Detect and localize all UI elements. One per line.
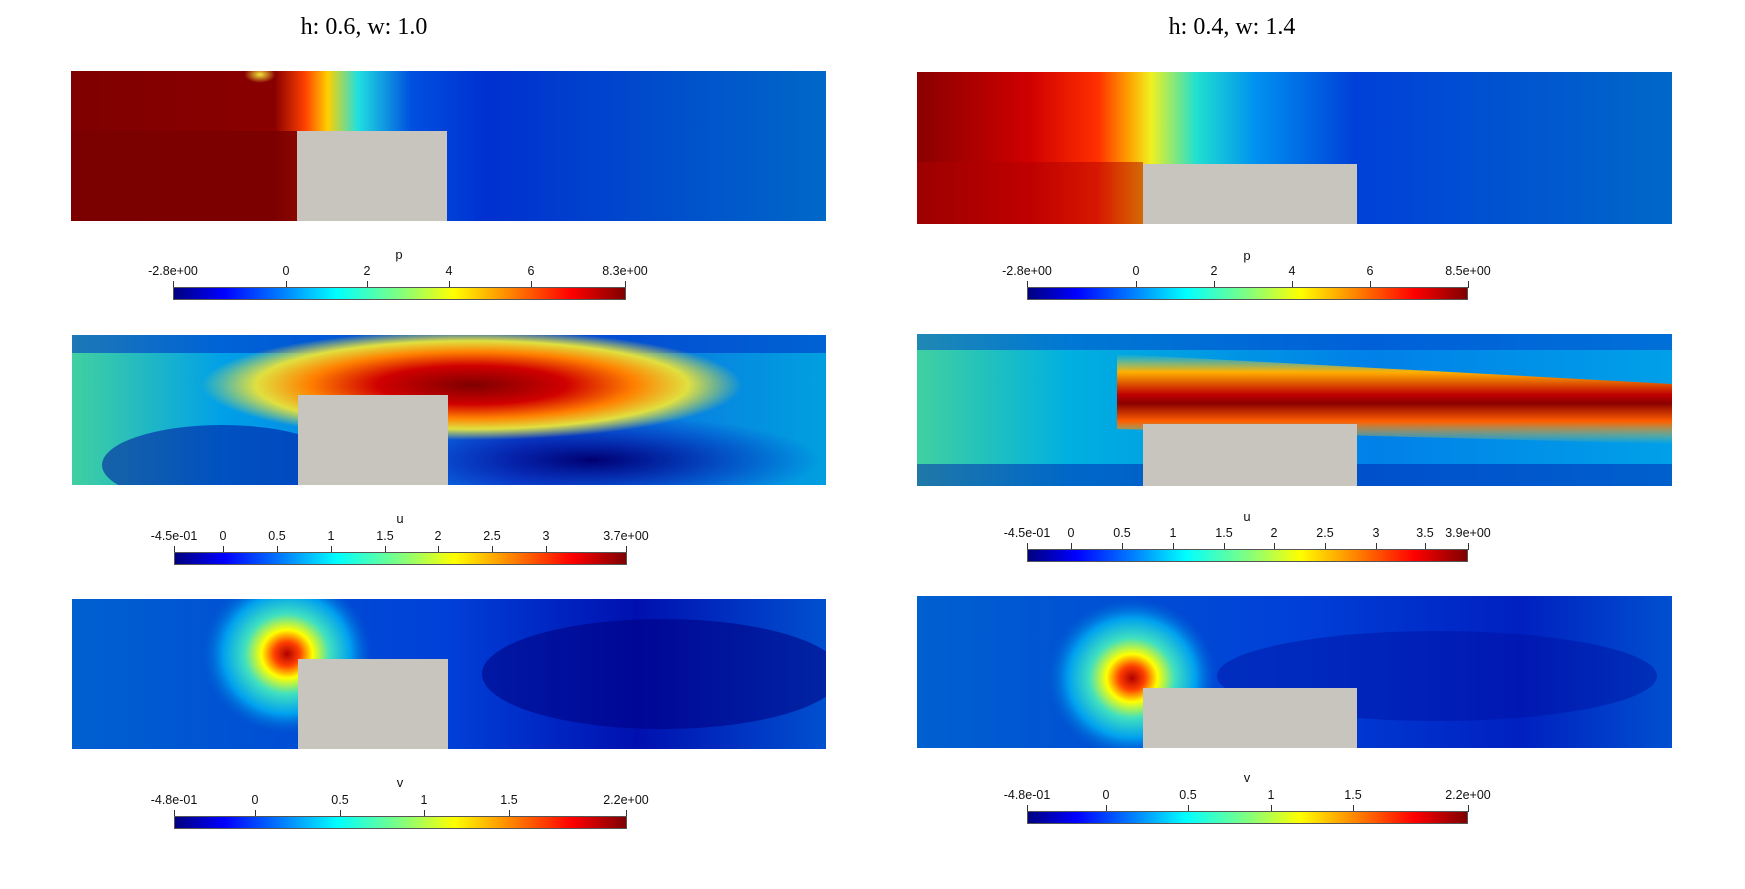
right-p-gradient-bar	[1027, 287, 1468, 300]
right-v-tick-3: 1	[1267, 788, 1275, 802]
right-p-tick-5: 8.5e+00	[1445, 264, 1491, 278]
left-u-var-label: u	[396, 511, 404, 526]
left-u-tick-6: 2.5	[483, 529, 501, 543]
right-u-tick-2: 0.5	[1113, 526, 1131, 540]
right-u-tick-4: 1.5	[1215, 526, 1233, 540]
left-u-tick-3: 1	[327, 529, 335, 543]
right-p-tick-0: -2.8e+00	[1002, 264, 1052, 278]
left-u-field	[72, 335, 826, 485]
right-p-obstacle	[1143, 164, 1357, 224]
left-u-tick-7: 3	[542, 529, 550, 543]
right-p-tick-4: 6	[1366, 264, 1374, 278]
right-p-tick-1: 0	[1132, 264, 1140, 278]
left-v-var-label: v	[396, 775, 404, 790]
left-p-gradient-bar	[173, 287, 626, 300]
left-u-tick-0: -4.5e-01	[150, 529, 198, 543]
left-p-tick-1: 0	[282, 264, 290, 278]
left-pressure-field	[71, 71, 826, 221]
left-column-title: h: 0.6, w: 1.0	[300, 14, 428, 40]
left-p-tick-0: -2.8e+00	[148, 264, 198, 278]
left-v-colorbar: v -4.8e-01 0 0.5 1 1.5 2.2e+00	[151, 775, 649, 835]
left-p-colorbar: p -2.8e+00 0 2 4 6 8.3e+00	[148, 247, 648, 307]
right-p-tick-2: 2	[1210, 264, 1218, 278]
left-p-var-label: p	[395, 247, 403, 262]
right-u-gradient-bar	[1027, 549, 1468, 562]
left-u-colorbar: u -4.5e-01 0 0.5 1 1.5 2 2.5 3 3.7e+00	[151, 511, 649, 571]
right-p-tick-3: 4	[1288, 264, 1296, 278]
left-v-tick-2: 0.5	[331, 793, 349, 807]
right-v-field	[917, 596, 1672, 748]
left-u-tick-2: 0.5	[268, 529, 286, 543]
left-u-tick-4: 1.5	[376, 529, 394, 543]
right-v-tick-0: -4.8e-01	[1003, 788, 1051, 802]
right-column-title: h: 0.4, w: 1.4	[1168, 14, 1296, 40]
left-v-obstacle	[298, 659, 448, 749]
right-u-tick-1: 0	[1067, 526, 1075, 540]
left-u-tick-1: 0	[219, 529, 227, 543]
left-v-gradient-bar	[174, 816, 627, 829]
right-p-colorbar: p -2.8e+00 0 2 4 6 8.5e+00	[1002, 248, 1491, 308]
right-v-tick-4: 1.5	[1344, 788, 1362, 802]
right-pressure-field	[917, 72, 1672, 224]
right-p-var-label: p	[1243, 248, 1251, 263]
right-u-tick-7: 3	[1372, 526, 1380, 540]
right-u-obstacle	[1143, 424, 1357, 486]
left-p-tick-5: 8.3e+00	[602, 264, 648, 278]
right-u-field	[917, 334, 1672, 486]
right-u-tick-9: 3.9e+00	[1445, 526, 1491, 540]
left-p-obstacle	[297, 131, 447, 221]
left-p-tick-2: 2	[363, 264, 371, 278]
left-u-tick-5: 2	[434, 529, 442, 543]
right-u-tick-3: 1	[1169, 526, 1177, 540]
left-v-tick-1: 0	[251, 793, 259, 807]
left-v-field	[72, 599, 826, 749]
right-v-colorbar: v -4.8e-01 0 0.5 1 1.5 2.2e+00	[1004, 770, 1491, 830]
right-u-colorbar: u -4.5e-01 0 0.5 1 1.5 2 2.5 3 3.5 3.9e+…	[1004, 509, 1491, 569]
left-u-obstacle	[298, 395, 448, 485]
right-v-gradient-bar	[1027, 811, 1468, 824]
left-v-tick-5: 2.2e+00	[603, 793, 649, 807]
right-v-tick-2: 0.5	[1179, 788, 1197, 802]
right-u-tick-6: 2.5	[1316, 526, 1334, 540]
right-v-tick-5: 2.2e+00	[1445, 788, 1491, 802]
left-u-gradient-bar	[174, 552, 627, 565]
left-v-tick-4: 1.5	[500, 793, 518, 807]
right-u-tick-8: 3.5	[1416, 526, 1434, 540]
right-v-tick-1: 0	[1102, 788, 1110, 802]
left-u-tick-8: 3.7e+00	[603, 529, 649, 543]
right-v-var-label: v	[1243, 770, 1251, 785]
left-p-tick-4: 6	[527, 264, 535, 278]
right-u-tick-5: 2	[1270, 526, 1278, 540]
left-v-tick-3: 1	[420, 793, 428, 807]
right-u-tick-0: -4.5e-01	[1003, 526, 1051, 540]
right-u-var-label: u	[1243, 509, 1251, 524]
left-p-tick-3: 4	[445, 264, 453, 278]
left-v-tick-0: -4.8e-01	[150, 793, 198, 807]
right-v-obstacle	[1143, 688, 1357, 748]
